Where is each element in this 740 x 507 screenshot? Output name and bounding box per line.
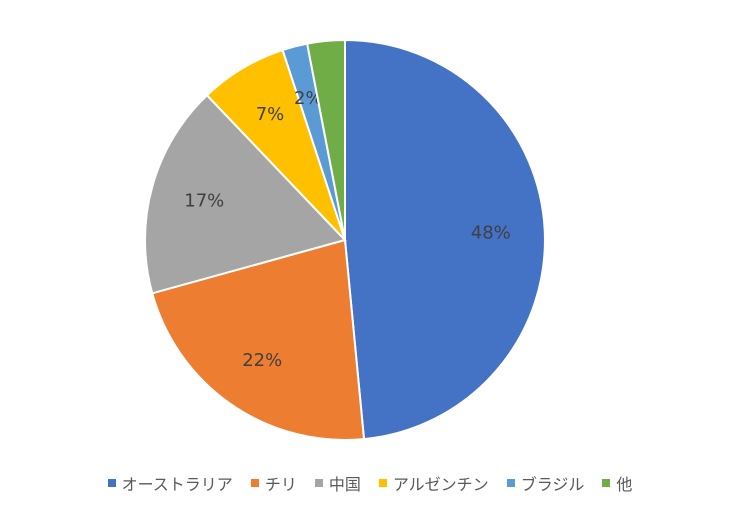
- legend-swatch-5: [506, 479, 515, 487]
- data-label-2: 22%: [242, 350, 282, 371]
- legend-swatch-3: [314, 479, 323, 487]
- data-label-5: 2%: [294, 88, 323, 109]
- legend-label-1: オーストラリア: [121, 475, 233, 494]
- data-label-1: 48%: [471, 223, 511, 244]
- pie-slice-2: [150, 238, 366, 441]
- pie-chart: 48% 22% 17% 7% 2%: [144, 38, 546, 441]
- pie-chart-svg: 48% 22% 17% 7% 2%: [144, 38, 546, 441]
- legend-label-6: 他: [616, 475, 633, 494]
- chart-legend: オーストラリア チリ 中国 アルゼンチン ブラジル 他: [0, 470, 740, 496]
- legend-item-1: オーストラリア: [107, 471, 233, 495]
- legend-item-6: 他: [602, 471, 632, 495]
- legend-swatch-1: [107, 479, 116, 487]
- legend-label-2: チリ: [264, 475, 297, 494]
- legend-swatch-6: [602, 479, 611, 487]
- pie-slice-3: [144, 93, 347, 295]
- legend-label-5: ブラジル: [520, 475, 585, 494]
- legend-item-3: 中国: [314, 471, 361, 495]
- legend-label-4: アルゼンチン: [392, 475, 489, 494]
- data-label-4: 7%: [256, 104, 285, 125]
- legend-swatch-2: [250, 479, 259, 487]
- legend-swatch-4: [378, 479, 387, 487]
- legend-item-5: ブラジル: [506, 471, 585, 495]
- legend-label-3: 中国: [328, 475, 361, 494]
- pie-slice-6: [305, 38, 346, 241]
- legend-item-4: アルゼンチン: [378, 471, 489, 495]
- legend-item-2: チリ: [250, 471, 297, 495]
- pie-slice-1: [344, 38, 546, 441]
- data-label-3: 17%: [184, 191, 224, 212]
